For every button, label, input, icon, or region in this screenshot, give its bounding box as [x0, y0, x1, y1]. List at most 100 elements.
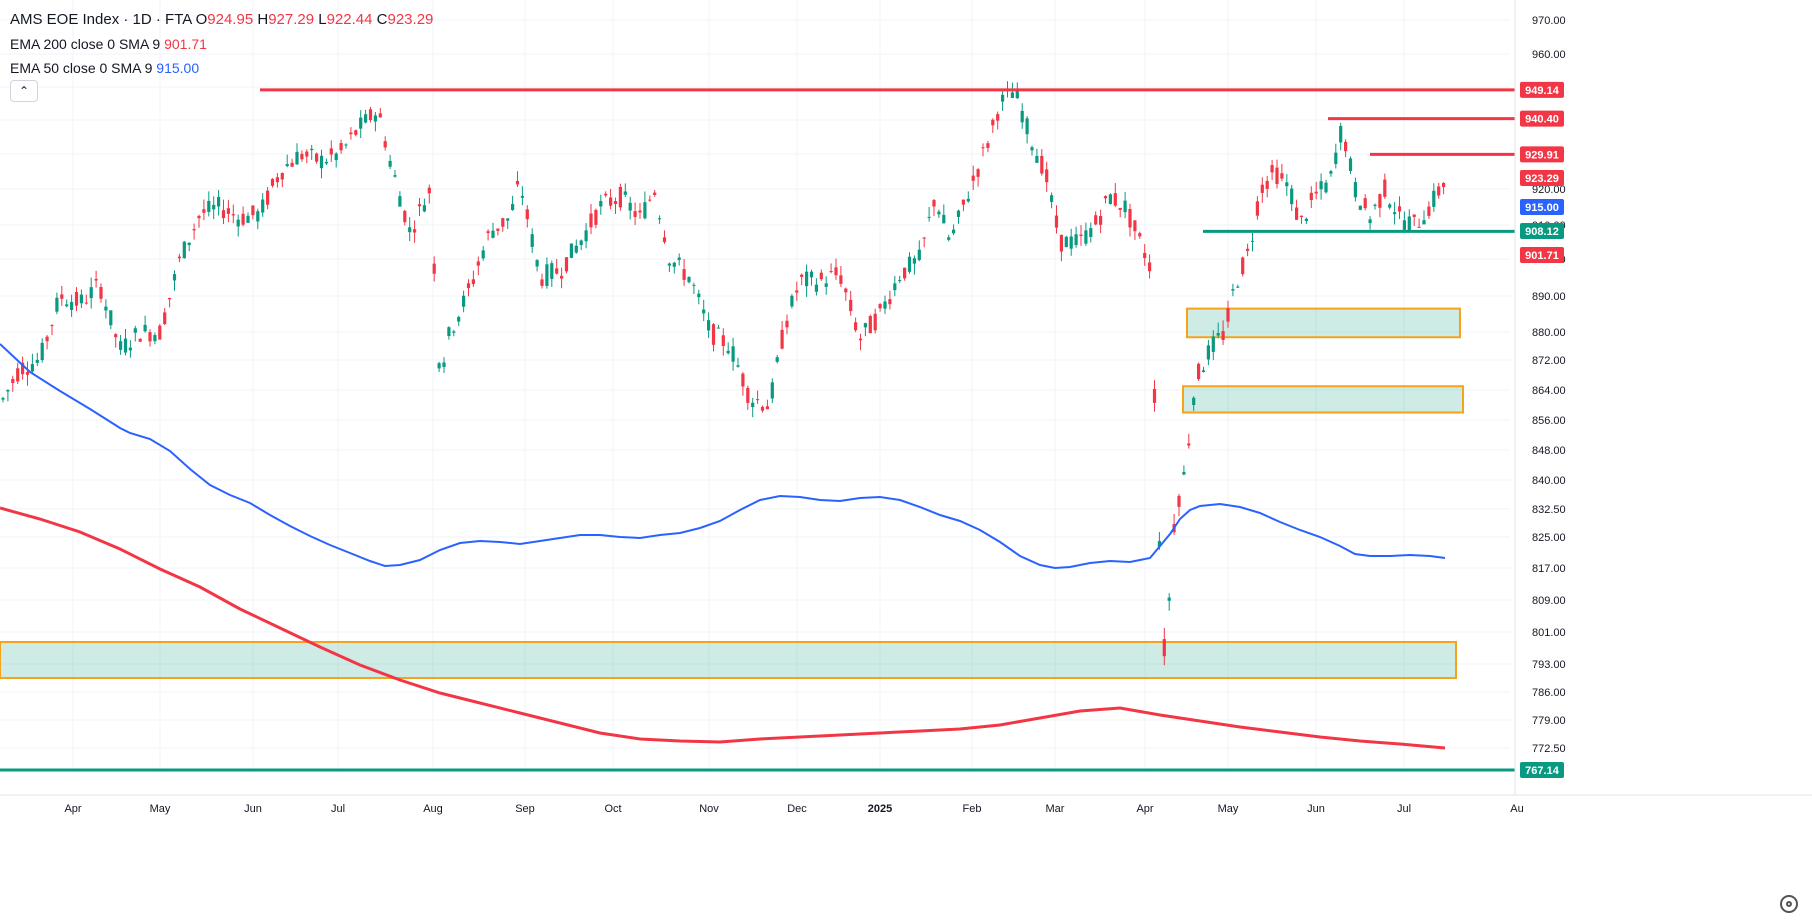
candle-body [300, 153, 304, 160]
candle-body [584, 230, 588, 242]
candle-body [868, 315, 872, 334]
candle-body [751, 402, 755, 408]
candle-body [1250, 240, 1255, 242]
candle-body [187, 242, 191, 246]
candle-body [971, 175, 975, 181]
candle-body [123, 338, 128, 353]
collapse-legend-button[interactable]: ⌃ [10, 80, 38, 102]
candle-body [1030, 147, 1034, 151]
candle-body [1094, 215, 1098, 225]
candle-body [1187, 443, 1191, 446]
candle-body [1177, 495, 1181, 507]
candle-body [295, 151, 299, 165]
ohlc-close-value: 923.29 [387, 11, 434, 28]
candle-body [138, 338, 142, 342]
symbol-title: AMS EOE Index · 1D · FTA [10, 11, 192, 28]
time-tick-label: Oct [604, 803, 621, 815]
ema200-line[interactable] [0, 506, 1446, 750]
candle-body [555, 268, 559, 274]
price-tick-label: 825.00 [1532, 532, 1566, 544]
candle-body [785, 320, 789, 328]
candle-body [1295, 207, 1299, 220]
candle-body [991, 119, 995, 126]
candle-body [1285, 182, 1289, 187]
candle-body [427, 187, 431, 194]
candle-body [40, 342, 44, 360]
ema200-row[interactable]: EMA 200 close 0 SMA 9 901.71 [10, 32, 433, 56]
candle-body [143, 324, 147, 332]
candle-body [1304, 218, 1308, 222]
candle-body [814, 284, 818, 292]
candle-body [1, 398, 5, 400]
candle-body [1334, 152, 1338, 165]
price-label-box [1520, 199, 1564, 215]
candle-body [1427, 206, 1431, 216]
candle-body [202, 209, 206, 213]
horizontal-levels [0, 88, 1515, 772]
candle-body [579, 240, 583, 245]
candle-body [996, 114, 1000, 121]
price-labels: 949.14 940.40 929.91 923.29 915.00 908.12 901.… [1520, 81, 1564, 778]
ema50-row[interactable]: EMA 50 close 0 SMA 9 915.00 [10, 56, 433, 80]
candle-body [912, 258, 916, 264]
candle-body [560, 275, 564, 279]
candle-body [1241, 257, 1245, 275]
support-zone[interactable] [0, 641, 1457, 679]
candle-body [197, 215, 201, 219]
candle-body [873, 313, 877, 331]
candle-body [849, 299, 853, 312]
ohlc-close-label: C [376, 11, 388, 28]
candle-body [148, 332, 152, 342]
candle-body [741, 373, 745, 387]
candle-body [672, 262, 676, 267]
ohlc-low-value: 922.44 [326, 11, 373, 28]
time-tick-label: Jul [331, 803, 345, 815]
support-zone[interactable] [1182, 385, 1464, 414]
candle-body [1260, 184, 1264, 193]
candle-body [452, 331, 456, 333]
candle-body [780, 329, 784, 349]
candle-body [158, 325, 162, 340]
candle-body [55, 297, 59, 312]
candle-body [1309, 192, 1313, 201]
time-tick-label: Nov [699, 803, 719, 815]
candle-body [604, 193, 608, 196]
candle-body [236, 219, 240, 227]
candle-body [192, 229, 196, 231]
ema50-line[interactable] [0, 343, 1446, 570]
ohlc-open-label: O [195, 11, 208, 28]
settings-gear-icon[interactable] [1780, 895, 1798, 913]
candle-body [1123, 200, 1127, 213]
candle-body [1339, 125, 1343, 143]
candle-body [623, 191, 627, 195]
candle-body [648, 199, 652, 201]
candle-body [1407, 216, 1411, 232]
candle-body [344, 144, 348, 146]
candle-body [168, 297, 172, 300]
candle-body [1314, 191, 1318, 194]
candle-body [163, 312, 167, 325]
candle-body [1388, 204, 1392, 208]
candle-body [70, 302, 74, 310]
time-tick-label: Feb [963, 803, 982, 815]
candle-body [25, 371, 30, 375]
candle-body [1412, 214, 1416, 217]
support-zone[interactable] [1186, 307, 1461, 339]
candle-body [481, 250, 485, 259]
candle-body [574, 245, 578, 253]
price-tick-label: 856.00 [1532, 415, 1566, 427]
candle-body [1319, 181, 1323, 190]
candle-body [746, 387, 750, 403]
candle-body [569, 243, 573, 258]
candle-body [94, 279, 98, 281]
candle-body [21, 362, 25, 375]
candle-body [315, 153, 319, 162]
time-tick-label: 2025 [868, 803, 892, 815]
candle-body [564, 257, 569, 272]
candle-body [1216, 333, 1220, 336]
candle-body [35, 359, 39, 363]
candle-body [114, 334, 118, 338]
time-tick-label: Apr [1136, 803, 1153, 815]
candle-body [305, 151, 309, 157]
